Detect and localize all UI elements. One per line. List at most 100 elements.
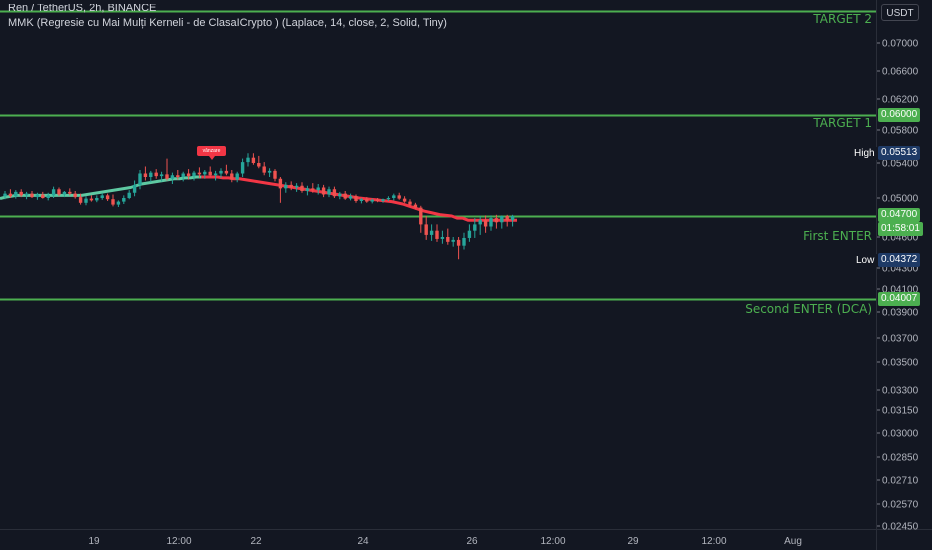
candle-body [213,173,218,176]
candle [19,189,23,198]
price-axis-tick: 0.04600 [882,233,919,244]
candle [132,180,137,197]
price-axis-tick: 0.05000 [882,194,919,205]
candle [321,184,326,198]
candle [257,155,261,169]
candle-body [473,224,477,231]
candle [365,197,369,203]
countdown-tag: 01:58:01 [878,222,923,236]
candle-body [467,230,472,238]
kernel-bear-segment [201,175,517,222]
time-axis-tick: Aug [784,536,802,547]
candle-body [14,191,18,197]
candle [456,237,461,260]
price-axis-tick: 0.02570 [882,500,919,511]
candle [122,195,126,204]
candle [500,215,504,229]
candle-body [122,198,126,202]
candle [197,167,202,178]
candle-body [132,184,137,193]
candle-body [127,192,131,198]
candle-body [208,171,212,176]
candle-body [192,172,196,177]
candle-body [294,185,299,188]
candle [262,162,266,176]
candle-body [116,201,121,205]
candle-body [419,207,423,225]
candle [14,190,18,199]
candle-body [78,197,83,203]
candle-body [176,175,180,177]
candle-body [100,195,104,198]
price-axis-tick: 0.02710 [882,476,919,487]
candle [149,170,153,183]
candle [370,198,374,204]
candle-body [30,193,34,198]
candle [359,198,364,204]
candle-body [440,237,445,239]
candle [332,186,337,198]
candle [462,232,466,250]
candle-body [95,198,99,201]
candle-body [68,191,72,194]
candle [78,193,83,205]
price-axis-tick: 0.06200 [882,95,919,106]
candle [208,166,212,177]
candle [381,198,385,203]
price-axis-tick: 0.05400 [882,159,919,170]
candle [35,192,40,200]
price-axis[interactable]: 0.07000 0.06600 0.06200 0.05800 0.05400 0.050… [877,39,919,533]
candle [327,186,331,198]
candle [219,168,223,178]
candle-body [257,163,261,167]
candle [213,170,218,181]
price-axis-tick: 0.04300 [882,264,919,275]
candle [138,170,142,190]
time-axis-tick: 19 [88,536,100,547]
candle [159,171,164,182]
candle [95,195,99,203]
candle-body [381,199,385,201]
candle-body [327,189,331,195]
second-enter-price-tag: 0.04007 [878,292,921,306]
candle [143,166,148,181]
high-price-tag: 0.05513 [878,146,921,160]
candle [343,191,347,200]
candle [451,237,455,247]
candle-body [370,199,374,202]
candle [186,169,191,180]
candle-body [235,173,239,180]
candle-body [494,218,499,223]
candle-body [224,170,229,174]
candlestick-series [3,153,515,260]
candle-body [316,187,320,191]
candle-body [359,199,364,201]
candle-body [84,198,88,203]
candle-body [181,173,185,177]
candle-body [402,198,407,202]
time-axis[interactable]: 19 12:00 22 24 26 12:00 29 12:00 Aug [88,536,801,547]
high-label: High [851,147,878,160]
low-price-tag: 0.04372 [878,253,921,267]
time-axis-tick: 29 [627,536,639,547]
candle [354,194,358,203]
candle-body [197,172,202,175]
indicator-legend[interactable]: MMK (Regresie cu Mai Mulți Kerneli - de … [8,17,447,29]
candle-body [478,220,482,225]
candle-body [429,230,434,235]
price-axis-tick: 0.03500 [882,358,919,369]
time-axis-tick: 12:00 [166,536,191,547]
candle [386,196,391,201]
candle-body [165,174,169,179]
candle-body [365,199,369,202]
candle [440,230,445,244]
candle-body [408,201,412,205]
candle [424,216,428,240]
candle [62,191,67,198]
candle-body [89,198,94,201]
symbol-legend[interactable]: Ren / TetherUS, 2h, BINANCE [8,4,157,14]
currency-button[interactable]: USDT [881,4,919,21]
candle [483,215,488,233]
candle-body [251,157,256,163]
